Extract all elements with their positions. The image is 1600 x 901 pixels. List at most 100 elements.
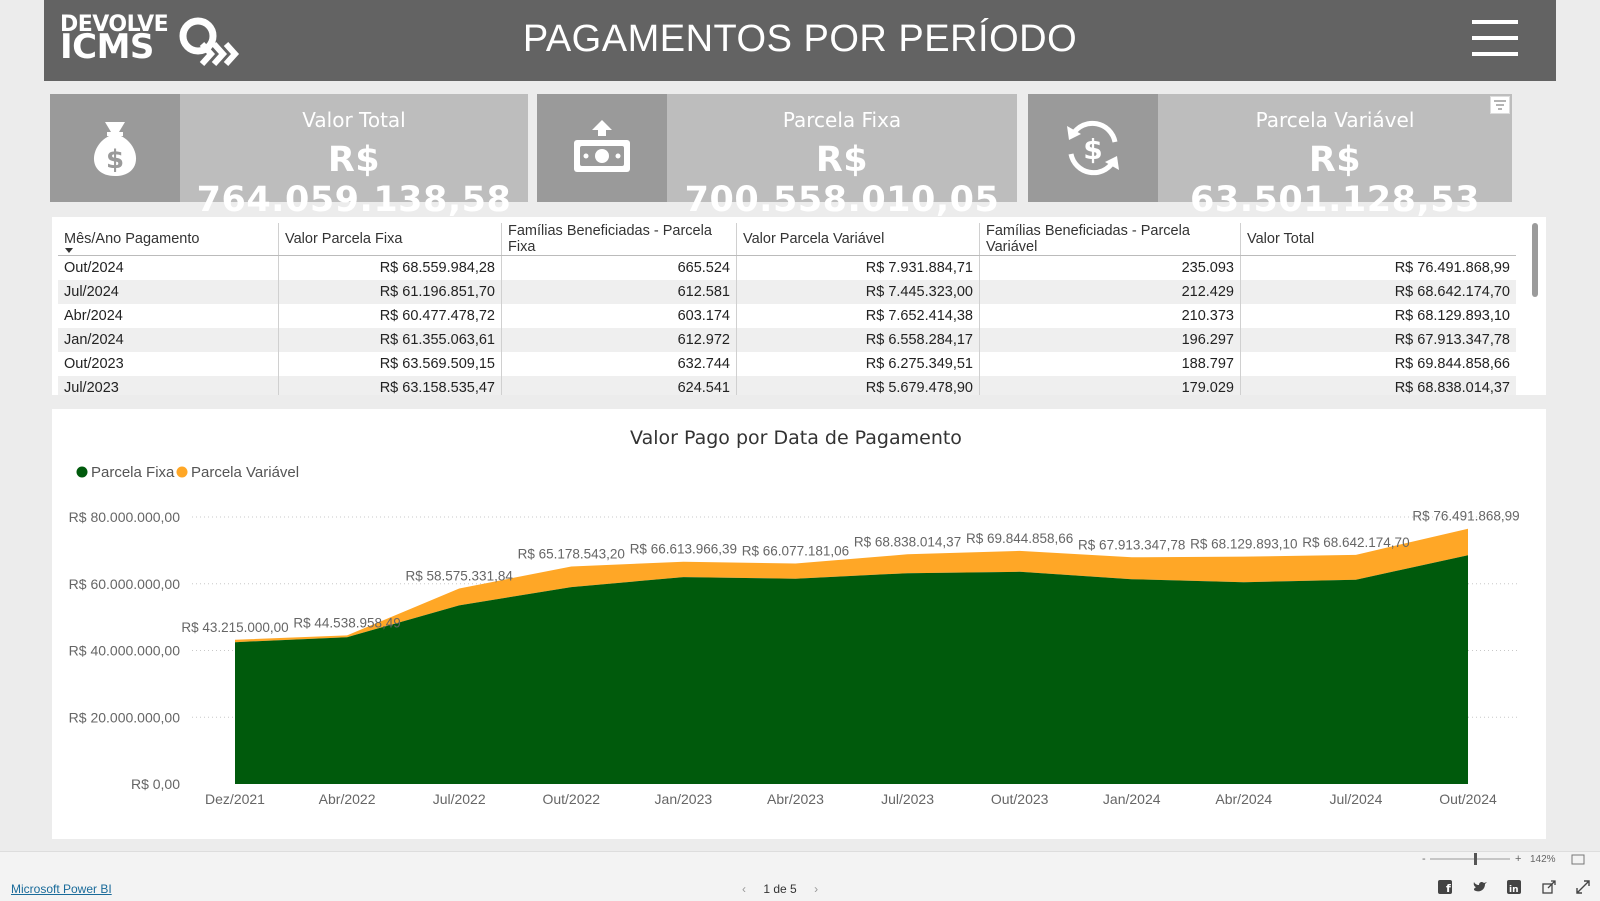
table-scrollbar[interactable] xyxy=(1532,223,1538,297)
x-tick-label: Out/2023 xyxy=(991,791,1049,807)
legend-label[interactable]: Parcela Fixa xyxy=(91,464,175,481)
share-icon[interactable] xyxy=(1541,880,1556,894)
page-indicator: 1 de 5 xyxy=(763,882,797,896)
table-cell: 212.429 xyxy=(979,280,1241,304)
table-cell: Abr/2024 xyxy=(58,304,279,328)
x-tick-label: Abr/2023 xyxy=(767,791,824,807)
microsoft-power-bi-link[interactable]: Microsoft Power BI xyxy=(11,882,112,896)
kpi-card-parcela-fixa: Parcela Fixa R$ 700.558.010,05 xyxy=(537,94,1017,220)
table-row[interactable]: Out/2023 R$ 63.569.509,15 632.744 R$ 6.275.… xyxy=(58,352,1516,376)
zoom-control: - + 142% xyxy=(1420,849,1600,872)
legend-marker xyxy=(76,466,88,478)
data-label: R$ 76.491.868,99 xyxy=(1412,509,1519,524)
table-row[interactable]: Jan/2024 R$ 61.355.063,61 612.972 R$ 6.558.… xyxy=(58,328,1516,352)
kpi-label: Parcela Fixa xyxy=(782,108,902,132)
legend-marker xyxy=(176,466,188,478)
payments-table: Mês/Ano Pagamento Valor Parcela Fixa Fam… xyxy=(58,223,1516,395)
table-cell: R$ 7.931.884,71 xyxy=(736,255,980,280)
filter-icon[interactable] xyxy=(1490,96,1510,114)
legend-label[interactable]: Parcela Variável xyxy=(191,464,299,481)
linkedin-icon[interactable]: in xyxy=(1507,880,1522,895)
twitter-icon[interactable] xyxy=(1473,880,1487,894)
column-header-label: Mês/Ano Pagamento xyxy=(64,231,200,247)
table-cell: R$ 61.355.063,61 xyxy=(278,328,502,352)
y-axis: R$ 0,00 R$ 20.000.000,00 R$ 40.000.000,00 R… xyxy=(69,509,181,792)
table-cell: Out/2024 xyxy=(58,255,279,280)
table-row[interactable]: Abr/2024 R$ 60.477.478,72 603.174 R$ 7.652.… xyxy=(58,304,1516,328)
table-cell: R$ 69.844.858,66 xyxy=(1240,352,1516,376)
y-tick-label: R$ 80.000.000,00 xyxy=(69,509,181,525)
table-cell: 665.524 xyxy=(501,255,737,280)
x-tick-label: Dez/2021 xyxy=(205,791,265,807)
zoom-slider[interactable]: - + 142% xyxy=(1420,849,1600,869)
table-cell: R$ 68.559.984,28 xyxy=(278,255,502,280)
zoom-in-icon[interactable]: + xyxy=(1515,853,1521,865)
data-label: R$ 58.575.331,84 xyxy=(406,569,514,584)
table-cell: 210.373 xyxy=(979,304,1241,328)
kpi-label: Parcela Variável xyxy=(1255,108,1415,132)
table-cell: 624.541 xyxy=(501,376,737,395)
zoom-out-icon[interactable]: - xyxy=(1422,853,1426,865)
table-cell: R$ 67.913.347,78 xyxy=(1240,328,1516,352)
y-tick-label: R$ 20.000.000,00 xyxy=(69,709,181,725)
x-tick-label: Abr/2022 xyxy=(319,791,376,807)
data-label: R$ 68.838.014,37 xyxy=(854,534,961,549)
x-tick-label: Out/2022 xyxy=(542,791,600,807)
table-cell: 612.581 xyxy=(501,280,737,304)
report-canvas: DEVOLVE ICMS PAGAMENTOS POR PERÍODO $ Va… xyxy=(44,0,1556,848)
kpi-icon-box xyxy=(537,94,667,202)
facebook-icon[interactable]: f xyxy=(1438,880,1453,895)
column-header-familias-fixa[interactable]: Famílias Beneficiadas - Parcela Fixa xyxy=(501,223,737,256)
table-cell: R$ 68.129.893,10 xyxy=(1240,304,1516,328)
table-cell: R$ 6.558.284,17 xyxy=(736,328,980,352)
data-label: R$ 43.215.000,00 xyxy=(181,620,288,635)
chart-title: Valor Pago por Data de Pagamento xyxy=(630,427,962,449)
table-row[interactable]: Out/2024 R$ 68.559.984,28 665.524 R$ 7.931.… xyxy=(58,255,1516,280)
kpi-card-parcela-variavel: $ Parcela Variável R$ 63.501.128,53 xyxy=(1028,94,1512,220)
hamburger-menu-icon[interactable] xyxy=(1472,20,1518,56)
column-header-valor-total[interactable]: Valor Total xyxy=(1240,223,1516,256)
share-icons: f in xyxy=(1422,880,1590,899)
table-cell: R$ 7.652.414,38 xyxy=(736,304,980,328)
cash-upload-icon xyxy=(574,120,630,172)
table-cell: R$ 63.158.535,47 xyxy=(278,376,502,395)
page-title: PAGAMENTOS POR PERÍODO xyxy=(522,18,1078,60)
column-header-valor-parcela-variavel[interactable]: Valor Parcela Variável xyxy=(736,223,980,256)
column-header-familias-variavel[interactable]: Famílias Beneficiadas - Parcela Variável xyxy=(979,223,1241,256)
table-row[interactable]: Jul/2023 R$ 63.158.535,47 624.541 R$ 5.679.… xyxy=(58,376,1516,395)
page-navigator: ‹ 1 de 5 › xyxy=(728,882,832,896)
x-tick-label: Jan/2024 xyxy=(1103,791,1161,807)
table-row[interactable]: Jul/2024 R$ 61.196.851,70 612.581 R$ 7.445.… xyxy=(58,280,1516,304)
previous-page-icon[interactable]: ‹ xyxy=(742,882,746,896)
table-cell: 235.093 xyxy=(979,255,1241,280)
dollar-cycle-icon: $ xyxy=(1067,120,1119,176)
kpi-value: R$ 63.501.128,53 xyxy=(1190,140,1480,220)
table-header-row: Mês/Ano Pagamento Valor Parcela Fixa Fam… xyxy=(58,223,1516,256)
fit-to-page-icon[interactable] xyxy=(1571,854,1585,865)
data-label: R$ 67.913.347,78 xyxy=(1078,537,1185,552)
x-tick-label: Abr/2024 xyxy=(1215,791,1272,807)
fullscreen-icon[interactable] xyxy=(1576,880,1590,894)
data-label: R$ 66.613.966,39 xyxy=(630,542,737,557)
svg-text:f: f xyxy=(1446,882,1451,894)
data-label: R$ 44.538.958,49 xyxy=(293,615,400,630)
logo-line2: ICMS xyxy=(60,27,154,67)
svg-text:$: $ xyxy=(106,145,124,175)
column-header-mes-ano[interactable]: Mês/Ano Pagamento xyxy=(58,223,279,256)
series-area-parcela-fixa[interactable] xyxy=(235,555,1468,784)
series-area-parcela-variavel[interactable] xyxy=(235,528,1468,643)
kpi-value: R$ 764.059.138,58 xyxy=(196,140,512,220)
table-cell: 632.744 xyxy=(501,352,737,376)
sort-descending-icon[interactable] xyxy=(65,248,73,253)
chart-areas xyxy=(235,528,1468,784)
svg-text:$: $ xyxy=(1083,133,1102,166)
x-tick-label: Out/2024 xyxy=(1439,791,1497,807)
powerbi-footer: Microsoft Power BI ‹ 1 de 5 › f in xyxy=(0,851,1600,901)
table-cell: R$ 6.275.349,51 xyxy=(736,352,980,376)
table-cell: 196.297 xyxy=(979,328,1241,352)
next-page-icon[interactable]: › xyxy=(814,882,819,896)
x-tick-label: Jul/2023 xyxy=(881,791,934,807)
table-cell: R$ 76.491.868,99 xyxy=(1240,255,1516,280)
logo-arrows-icon xyxy=(179,17,240,67)
column-header-valor-parcela-fixa[interactable]: Valor Parcela Fixa xyxy=(278,223,502,256)
